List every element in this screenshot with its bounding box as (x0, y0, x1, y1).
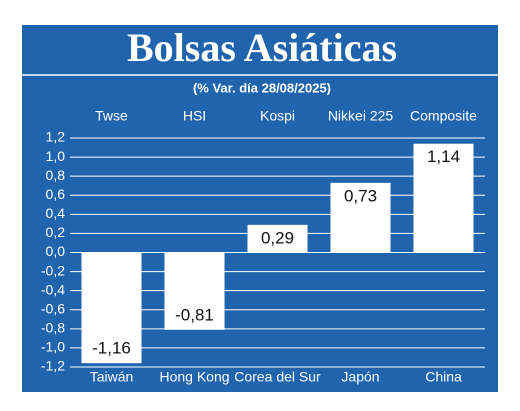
index-label: Nikkei 225 (328, 108, 394, 124)
y-tick-label: -0,4 (41, 281, 65, 297)
y-tick-label: 0,2 (46, 224, 66, 240)
y-tick-label: 0,6 (46, 186, 66, 202)
chart-title: Bolsas Asiáticas (127, 25, 397, 70)
y-tick-label: 0,4 (46, 205, 66, 221)
bar (164, 252, 225, 330)
x-tick-label: China (425, 369, 462, 385)
x-tick-label: Taiwán (90, 369, 134, 385)
value-label: 0,29 (261, 228, 294, 247)
x-tick-label: Japón (341, 369, 379, 385)
index-label: Twse (95, 108, 128, 124)
y-tick-label: 1,2 (46, 129, 66, 145)
y-tick-label: -1,2 (41, 358, 65, 374)
y-tick-label: -0,8 (41, 320, 65, 336)
y-tick-label: 1,0 (46, 148, 66, 164)
value-label: 0,73 (344, 186, 377, 205)
index-label: Kospi (260, 108, 295, 124)
value-label: -0,81 (175, 305, 214, 324)
x-tick-label: Hong Kong (159, 369, 229, 385)
y-tick-label: 0,8 (46, 167, 66, 183)
index-label: HSI (183, 108, 206, 124)
x-tick-label: Corea del Sur (234, 369, 321, 385)
bar (247, 224, 308, 253)
chart-subtitle: (% Var. día 28/08/2025) (193, 80, 331, 95)
y-tick-label: -1,0 (41, 339, 65, 355)
value-label: -1,16 (92, 339, 131, 358)
y-tick-label: 0,0 (46, 243, 66, 259)
index-label: Composite (410, 108, 477, 124)
bar (413, 143, 474, 253)
y-tick-label: -0,2 (41, 262, 65, 278)
y-tick-label: -0,6 (41, 300, 65, 316)
bar (81, 252, 142, 364)
bar (330, 182, 391, 253)
value-label: 1,14 (427, 147, 460, 166)
